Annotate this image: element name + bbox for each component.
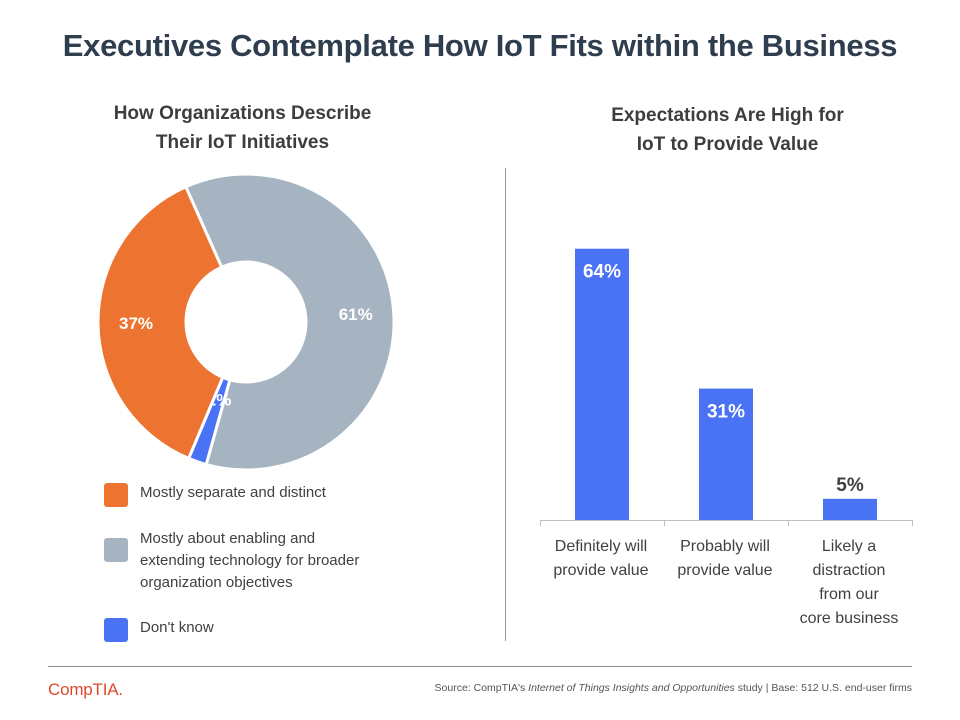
footer-divider xyxy=(48,666,912,667)
legend-label-line: Don't know xyxy=(140,619,214,636)
bar-chart-title-line: Expectations Are High for xyxy=(611,105,844,126)
source-prefix: Source: CompTIA's xyxy=(434,682,529,694)
source-note: Source: CompTIA's Internet of Things Ins… xyxy=(435,682,912,694)
source-study-name: Internet of Things Insights and Opportun… xyxy=(528,682,735,694)
legend-label-line: extending technology for broader xyxy=(140,552,360,569)
donut-chart: 61%2%37% xyxy=(96,172,396,472)
legend-swatch xyxy=(104,483,128,507)
bar-chart-title-line: IoT to Provide Value xyxy=(636,134,819,155)
bar-value-label: 64% xyxy=(583,262,621,283)
x-axis-label: Likely a distraction from our core busin… xyxy=(789,535,909,631)
x-axis-label-line: from our xyxy=(819,586,879,603)
donut-chart-title-line: Their IoT Initiatives xyxy=(155,132,330,153)
legend-label: Don't know xyxy=(140,617,410,639)
donut-slice-label: 61% xyxy=(339,305,373,324)
legend-swatch xyxy=(104,618,128,642)
source-suffix: study | Base: 512 U.S. end-user firms xyxy=(734,682,912,694)
x-axis-label-line: provide value xyxy=(677,562,773,579)
x-axis-label-line: provide value xyxy=(553,562,649,579)
bar xyxy=(699,388,753,520)
x-axis-label-line: Definitely will xyxy=(554,538,648,555)
legend-label-line: Mostly separate and distinct xyxy=(140,484,326,501)
comptia-logo: CompTIA. xyxy=(48,680,123,699)
donut-chart-title-line: How Organizations Describe xyxy=(113,103,372,124)
bar xyxy=(575,248,629,520)
bar-chart-title: Expectations Are High for IoT to Provide… xyxy=(545,101,910,159)
x-axis-label-line: Probably will xyxy=(680,538,770,555)
donut-chart-title: How Organizations Describe Their IoT Ini… xyxy=(80,99,405,157)
legend-label: Mostly separate and distinct xyxy=(140,482,410,504)
x-axis-label: Definitely will provide value xyxy=(541,535,661,583)
legend-label: Mostly about enabling and extending tech… xyxy=(140,528,410,594)
donut-slice-label: 37% xyxy=(119,314,153,333)
x-axis-label: Probably will provide value xyxy=(665,535,785,583)
page-title: Executives Contemplate How IoT Fits with… xyxy=(62,28,898,63)
donut-slice xyxy=(96,184,225,461)
x-axis-label-line: distraction xyxy=(812,562,886,579)
legend-label-line: Mostly about enabling and xyxy=(140,530,316,547)
donut-slice xyxy=(183,172,396,472)
bar-value-label: 31% xyxy=(707,402,745,423)
legend-label-line: organization objectives xyxy=(140,574,293,591)
bar-chart: 64% 31% 5% xyxy=(540,248,913,526)
x-axis-label-line: Likely a xyxy=(821,538,877,555)
x-axis-label-line: core business xyxy=(799,610,899,627)
bar xyxy=(823,498,877,520)
legend-swatch xyxy=(104,538,128,562)
bar-value-label: 5% xyxy=(836,475,864,496)
section-divider xyxy=(505,168,506,641)
